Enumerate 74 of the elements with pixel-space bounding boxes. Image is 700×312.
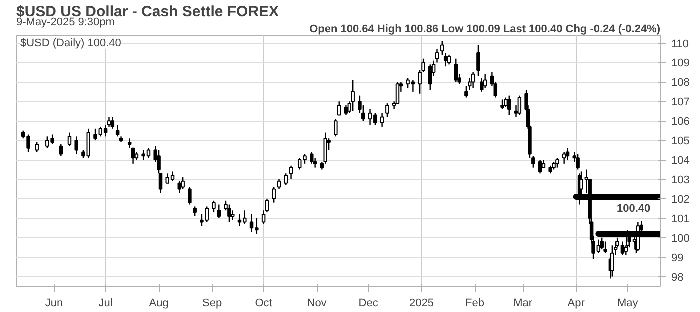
candlestick (566, 148, 570, 161)
y-tick-label: 100 (672, 232, 690, 245)
candlestick (74, 136, 78, 155)
x-tick-label: Sep (202, 298, 222, 310)
candlestick (454, 58, 458, 83)
y-tick-label: 101 (672, 213, 690, 226)
x-tick-label: Jun (45, 298, 64, 310)
y-tick-label: 107 (672, 96, 690, 109)
x-tick-label: Apr (568, 298, 586, 310)
candlestick (217, 204, 222, 219)
candlestick (310, 152, 314, 165)
x-tick-label: 2025 (410, 298, 434, 310)
annotation: 100.40 (616, 203, 651, 216)
x-tick-label: Feb (466, 298, 485, 310)
candlestick (604, 241, 608, 254)
y-tick-label: 104 (672, 155, 690, 168)
candlestick (188, 186, 192, 206)
candlestick (610, 245, 614, 278)
candlestick (277, 178, 282, 190)
candlestick (337, 101, 342, 116)
candlestick (447, 54, 452, 66)
x-tick-label: Dec (358, 298, 379, 310)
y-tick-label: 102 (672, 194, 690, 206)
candlestick (562, 152, 566, 165)
y-tick-label: 99 (672, 252, 684, 264)
x-tick-label: Nov (307, 298, 328, 310)
candlestick (428, 64, 432, 91)
text: Open 100.64 High 100.86 Low 100.09 Last 100.40 Chg -0.24 (-0.24%) (310, 24, 661, 36)
y-tick-label: 98 (672, 272, 684, 284)
candlestick (483, 74, 488, 89)
candlestick (193, 206, 197, 218)
candlestick (35, 142, 39, 153)
y-tick-label: 110 (672, 38, 690, 50)
candlestick (68, 132, 72, 148)
candlestick (464, 85, 468, 98)
candlestick (284, 173, 288, 186)
x-tick-label: Aug (149, 298, 169, 310)
candlestick (440, 40, 444, 56)
y-tick-label: 103 (672, 174, 690, 186)
candlestick (181, 176, 185, 190)
candlestick (228, 204, 232, 223)
candlestick (272, 186, 276, 204)
y-tick-label: 109 (672, 58, 690, 70)
x-tick-label: Oct (255, 298, 272, 310)
candlestick (231, 210, 235, 221)
candlestick (444, 52, 448, 68)
candlestick (508, 95, 512, 116)
candlestick (351, 80, 355, 112)
candlestick (518, 95, 522, 116)
y-tick-label: 106 (672, 116, 690, 128)
candlestick (435, 48, 440, 64)
candlestick (386, 103, 390, 118)
candlestick (212, 200, 216, 214)
candlestick (289, 165, 294, 180)
candlestick (538, 159, 542, 174)
candlestick (576, 154, 580, 170)
candlestick (110, 116, 115, 130)
y-tick-label: 105 (672, 136, 690, 148)
x-tick-label: May (617, 298, 639, 310)
candlestick (116, 124, 120, 138)
candlestick (476, 44, 480, 77)
candlestick (344, 104, 348, 116)
candlestick (480, 78, 484, 93)
annotation: $USD (Daily) 100.40 (20, 38, 122, 50)
candlestick (59, 144, 64, 157)
candlestick (471, 72, 476, 89)
candlestick (334, 118, 338, 138)
candlestick (504, 97, 508, 108)
candlestick (500, 99, 504, 110)
candlestick (556, 157, 560, 168)
y-tick-label: 108 (672, 77, 690, 90)
x-tick-label: Jul (98, 298, 113, 310)
x-tick-label: Mar (514, 298, 533, 310)
candlestick (380, 112, 384, 128)
